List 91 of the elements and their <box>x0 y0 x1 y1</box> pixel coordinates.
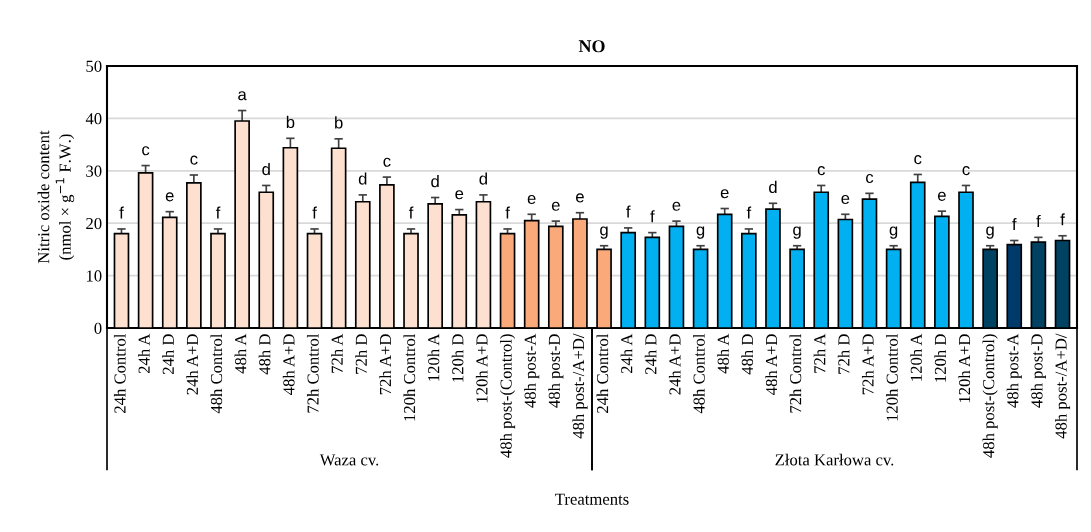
data-label: d <box>262 162 270 176</box>
x-tick-label: 120h A <box>427 333 440 381</box>
data-label: g <box>696 226 705 239</box>
data-label: f <box>650 210 655 223</box>
x-tick-label: 72h A <box>813 333 826 373</box>
y-tick-label: 40 <box>85 113 102 125</box>
data-label: f <box>408 206 414 219</box>
data-label: f <box>626 205 631 218</box>
x-tick-label: 72h A+D <box>379 334 391 395</box>
x-tick-label: 48h post-(Control) <box>982 334 998 458</box>
data-label: g <box>793 226 801 239</box>
x-tick-label: 48h D <box>741 334 754 375</box>
data-label: f <box>505 206 510 219</box>
x-tick-label: 48h D <box>258 334 271 375</box>
data-label: f <box>215 206 221 219</box>
y-tick-label: 30 <box>86 165 102 177</box>
data-label: e <box>455 190 464 200</box>
data-label: d <box>431 175 439 188</box>
data-label: f <box>746 206 752 219</box>
x-tick-label: 72h Control <box>306 333 319 413</box>
chart-title: NO <box>578 40 605 53</box>
x-tick-label: 120h Control <box>403 333 416 421</box>
data-label: e <box>165 192 174 202</box>
data-label: b <box>286 115 295 129</box>
data-label: c <box>142 146 150 156</box>
y-tick-label: 0 <box>94 322 102 334</box>
data-label: f <box>119 206 124 219</box>
data-label: g <box>600 226 608 239</box>
data-label: c <box>962 166 970 176</box>
data-label: b <box>335 116 343 129</box>
x-tick-label: 48h Control <box>210 333 223 414</box>
data-label: f <box>1060 213 1065 226</box>
x-tick-label: 48h post-D <box>1030 334 1046 408</box>
data-label: c <box>190 155 198 165</box>
x-tick-label: 48h post-A <box>524 333 540 408</box>
data-label: d <box>769 180 777 194</box>
y-tick-label: 10 <box>86 270 102 282</box>
x-tick-label: 48h A <box>234 333 247 374</box>
x-tick-label: 24h A <box>138 333 150 374</box>
x-tick-label: 72h D <box>837 334 850 374</box>
data-label: c <box>383 157 391 167</box>
data-label: c <box>817 166 825 176</box>
x-tick-label: 48h post-/A+D/ <box>1054 333 1071 439</box>
x-tick-label: 120h D <box>451 334 464 382</box>
x-tick-label: 48h post-A <box>1006 333 1022 408</box>
x-tick-label: 24h A <box>620 333 633 374</box>
x-tick-label: 48h A+D <box>765 334 778 395</box>
data-label: d <box>479 172 487 185</box>
data-label: e <box>937 191 946 201</box>
x-tick-label: 120h A+D <box>475 334 488 403</box>
x-tick-label: 24h A+D <box>186 334 198 395</box>
data-label: a <box>238 91 247 101</box>
x-tick-label: 24h D <box>162 334 174 375</box>
data-label: g <box>889 226 898 239</box>
text: Waza cv. <box>319 454 379 466</box>
x-tick-label: 24h D <box>644 334 657 375</box>
x-tick-label: 72h Control <box>789 333 802 413</box>
data-label: e <box>527 194 536 205</box>
data-label: e <box>551 201 560 211</box>
data-label: f <box>1012 218 1017 231</box>
data-label: f <box>312 206 317 219</box>
data-label: g <box>986 226 994 239</box>
x-tick-label: 72h A+D <box>861 334 874 395</box>
x-tick-label: 120h A <box>910 333 922 381</box>
x-tick-label: 48h Control <box>693 333 705 414</box>
x-tick-label: 48h post-D <box>548 334 564 408</box>
text: Złota Karłowa cv. <box>775 453 894 466</box>
x-tick-label: 48h post-/A+D/ <box>572 333 588 439</box>
data-label: e <box>672 201 681 211</box>
x-tick-label: 24h A+D <box>668 334 681 395</box>
data-label: c <box>866 173 874 184</box>
data-label: c <box>914 155 922 165</box>
y-tick-label: 20 <box>86 217 102 230</box>
x-tick-label: 72h D <box>355 334 367 374</box>
x-axis-title: Treatments <box>555 493 629 505</box>
y-axis-title: Nitric oxide content (nmol × g$^{−1}$ F.W.) <box>37 130 75 264</box>
x-tick-label: 24h Control <box>113 333 126 413</box>
x-tick-label: 120h A+D <box>958 334 971 403</box>
y-tick-label: 50 <box>86 60 102 72</box>
x-tick-label: 120h Control <box>886 333 898 421</box>
data-label: d <box>358 172 367 185</box>
x-tick-label: 120h D <box>934 334 947 382</box>
x-tick-label: 72h A <box>331 333 343 373</box>
data-label: e <box>720 189 729 199</box>
data-label: e <box>576 193 584 203</box>
x-tick-label: 48h A <box>717 333 729 374</box>
data-label: f <box>1036 214 1041 227</box>
x-tick-label: 48h A+D <box>282 334 295 395</box>
x-tick-label: 48h post-(Control) <box>499 334 516 458</box>
data-label: e <box>841 194 850 205</box>
x-tick-label: 24h Control <box>596 333 609 413</box>
